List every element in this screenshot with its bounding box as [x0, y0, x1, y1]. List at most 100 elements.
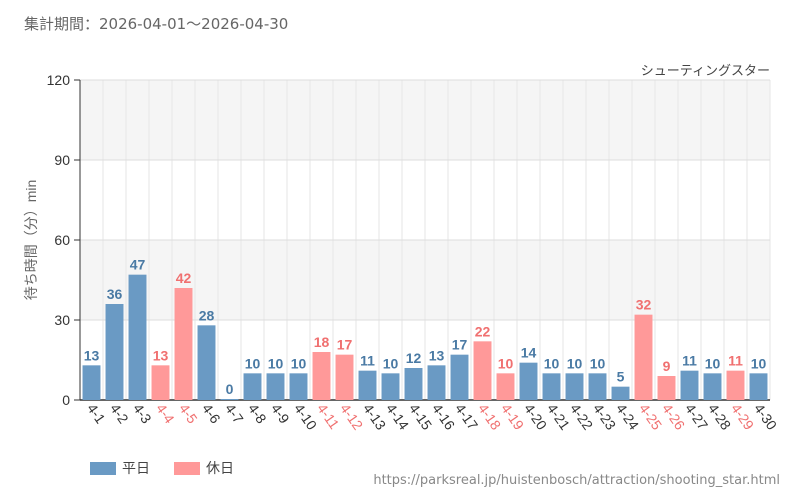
- value-label-4-8: 10: [245, 355, 261, 371]
- value-label-4-1: 13: [84, 347, 100, 363]
- legend-item-weekday: 平日: [90, 458, 150, 478]
- horizontal-gridlines: [79, 79, 770, 401]
- x-tick-label-4-19: 4-19: [498, 401, 527, 433]
- x-tick-label-4-23: 4-23: [590, 401, 619, 433]
- x-tick-label-4-2: 4-2: [107, 401, 132, 427]
- bar-4-8: [243, 373, 262, 400]
- x-tick-label-4-22: 4-22: [567, 401, 596, 433]
- x-tick-label-4-9: 4-9: [268, 401, 293, 427]
- x-tick-label-4-14: 4-14: [383, 401, 412, 433]
- bar-4-7: [220, 399, 239, 400]
- value-label-4-15: 12: [406, 350, 422, 366]
- bar-4-6: [197, 325, 216, 400]
- bar-4-24: [611, 386, 630, 400]
- bar-4-14: [381, 373, 400, 400]
- y-tick-label: 30: [54, 312, 70, 328]
- x-tick-label-4-30: 4-30: [751, 401, 780, 433]
- x-tick-label-4-27: 4-27: [682, 401, 711, 433]
- bar-4-9: [266, 373, 285, 400]
- bar-4-26: [657, 376, 676, 400]
- value-label-4-28: 10: [705, 355, 721, 371]
- x-tick-label-4-1: 4-1: [84, 401, 109, 427]
- value-label-4-19: 10: [498, 355, 514, 371]
- bar-4-17: [450, 354, 469, 400]
- x-tick-label-4-26: 4-26: [659, 401, 688, 433]
- x-tick-label-4-20: 4-20: [521, 401, 550, 433]
- x-tick-label-4-3: 4-3: [130, 401, 155, 427]
- x-tick-label-4-12: 4-12: [337, 401, 366, 433]
- x-tick-label-4-17: 4-17: [452, 401, 481, 433]
- x-tick-label-4-21: 4-21: [544, 401, 573, 433]
- value-label-4-10: 10: [291, 355, 307, 371]
- bar-4-25: [634, 314, 653, 400]
- x-tick-label-4-11: 4-11: [314, 401, 343, 432]
- x-tick-label-4-4: 4-4: [153, 401, 178, 427]
- x-tick-label-4-6: 4-6: [199, 401, 224, 427]
- bar-4-3: [128, 274, 147, 400]
- bar-value-labels: 13 36 47 13 42 28 0 10 10 10 18 17 11 10 12 13 17 22 10 14 1…: [84, 257, 767, 397]
- legend-swatch-weekday: [90, 461, 116, 475]
- value-label-4-21: 10: [544, 355, 560, 371]
- bar-4-30: [749, 373, 768, 400]
- value-label-4-4: 13: [153, 347, 169, 363]
- bar-4-11: [312, 352, 331, 400]
- value-label-4-26: 9: [663, 358, 671, 374]
- attraction-name: シューティングスター: [641, 63, 770, 78]
- value-label-4-17: 17: [452, 337, 468, 353]
- value-label-4-7: 0: [226, 381, 234, 397]
- bar-4-22: [565, 373, 584, 400]
- bar-4-2: [105, 304, 124, 400]
- x-tick-label-4-29: 4-29: [728, 401, 757, 433]
- value-label-4-27: 11: [682, 353, 697, 369]
- value-label-4-14: 10: [383, 355, 399, 371]
- bar-4-12: [335, 354, 354, 400]
- bar-4-13: [358, 370, 377, 400]
- x-tick-label-4-25: 4-25: [636, 401, 665, 433]
- source-url: https://parksreal.jp/huistenbosch/attrac…: [373, 473, 780, 488]
- bar-4-18: [473, 341, 492, 400]
- x-tick-label-4-18: 4-18: [475, 401, 504, 433]
- legend-swatch-holiday: [174, 461, 200, 475]
- value-label-4-12: 17: [337, 337, 353, 353]
- bar-4-28: [703, 373, 722, 400]
- value-label-4-29: 11: [728, 353, 743, 369]
- y-tick-label: 120: [47, 72, 71, 88]
- x-tick-label-4-5: 4-5: [176, 401, 201, 427]
- value-label-4-5: 42: [176, 270, 192, 286]
- bar-4-4: [151, 365, 170, 400]
- y-tick-label: 60: [54, 232, 70, 248]
- value-label-4-23: 10: [590, 355, 606, 371]
- bar-4-5: [174, 288, 193, 400]
- bar-4-23: [588, 373, 607, 400]
- value-label-4-25: 32: [636, 297, 652, 313]
- value-label-4-13: 11: [360, 353, 375, 369]
- bar-4-19: [496, 373, 515, 400]
- x-tick-label-4-24: 4-24: [613, 401, 642, 433]
- x-tick-label-4-16: 4-16: [429, 401, 458, 433]
- legend-item-holiday: 休日: [174, 458, 234, 478]
- value-label-4-16: 13: [429, 347, 445, 363]
- legend-label-holiday: 休日: [206, 461, 234, 477]
- value-label-4-22: 10: [567, 355, 583, 371]
- x-tick-label-4-8: 4-8: [245, 401, 270, 427]
- period-label: 集計期間：2026-04-01～2026-04-30: [24, 15, 289, 33]
- x-tick-label-4-13: 4-13: [360, 401, 389, 433]
- bar-4-29: [726, 370, 745, 400]
- bar-4-21: [542, 373, 561, 400]
- x-tick-label-4-7: 4-7: [222, 401, 247, 427]
- legend-label-weekday: 平日: [122, 461, 150, 477]
- value-label-4-3: 47: [130, 257, 146, 273]
- value-label-4-9: 10: [268, 355, 284, 371]
- y-axis-label: 待ち時間（分）min: [23, 180, 39, 301]
- value-label-4-11: 18: [314, 334, 330, 350]
- value-label-4-18: 22: [475, 323, 491, 339]
- bar-4-20: [519, 362, 538, 400]
- bar-4-16: [427, 365, 446, 400]
- x-tick-label-4-28: 4-28: [705, 401, 734, 433]
- bar-series: [82, 274, 768, 400]
- bar-4-27: [680, 370, 699, 400]
- y-tick-labels: 0 30 60 90 120: [47, 72, 80, 408]
- value-label-4-24: 5: [617, 369, 625, 385]
- y-tick-label: 0: [62, 392, 70, 408]
- x-tick-labels: 4-14-24-34-44-54-64-74-84-94-104-114-124…: [84, 401, 780, 433]
